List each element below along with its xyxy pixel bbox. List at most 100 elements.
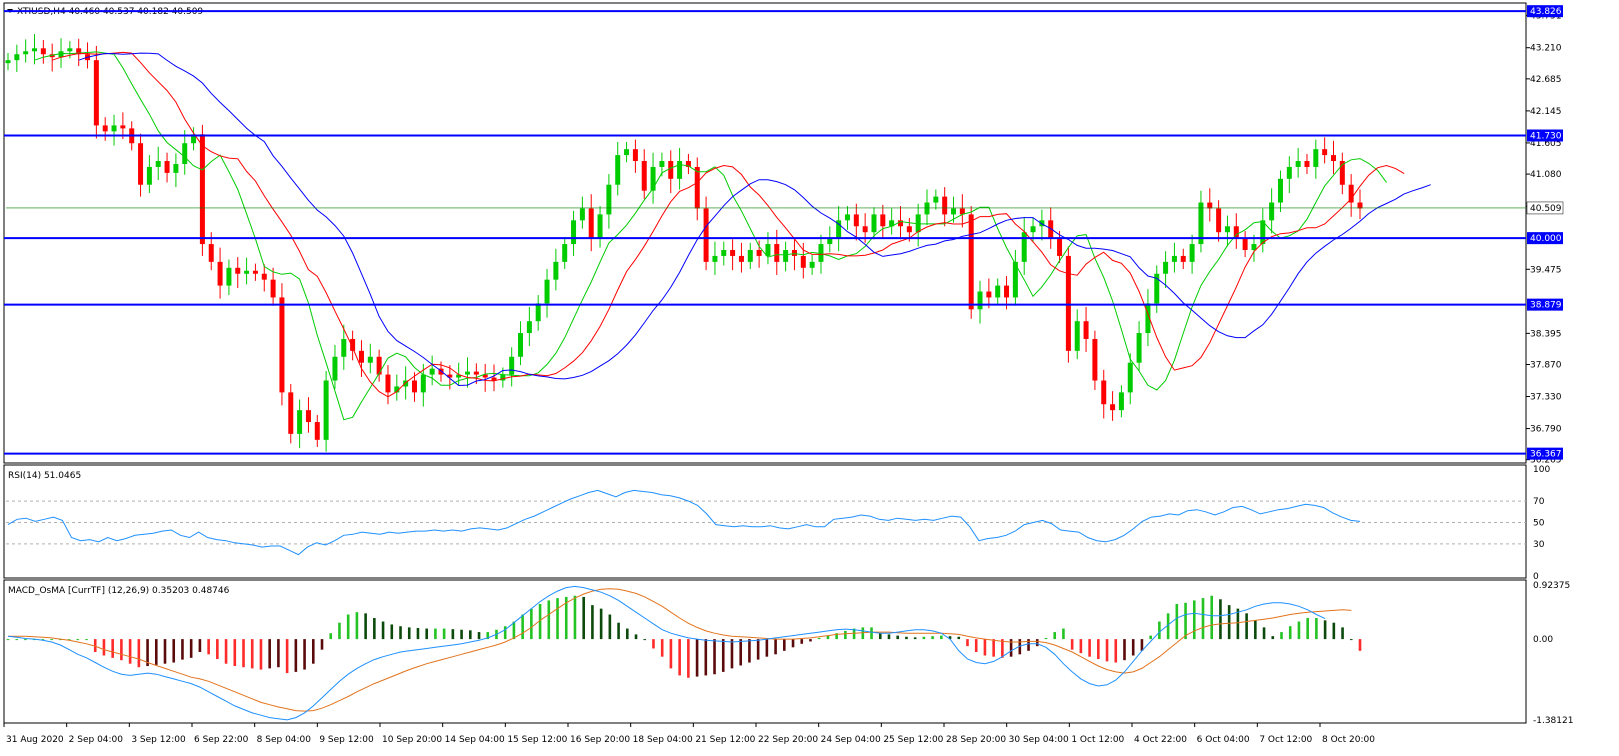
macd-panel-frame <box>3 579 1527 724</box>
macd-histogram-bar <box>329 633 333 640</box>
candle-bullish <box>1198 202 1204 245</box>
candle-bearish <box>1216 208 1222 233</box>
time-tick-label: 25 Sep 12:00 <box>883 735 943 745</box>
macd-histogram-bar <box>93 639 97 652</box>
candle-bullish <box>615 155 621 185</box>
macd-histogram-bar <box>146 639 149 667</box>
macd-histogram-bar <box>1140 639 1144 651</box>
macd-histogram-bar <box>24 639 27 641</box>
macd-histogram-bar <box>1349 639 1353 641</box>
candle-bearish <box>482 374 488 378</box>
candle-bearish <box>102 125 108 132</box>
macd-histogram-bar <box>1123 639 1126 661</box>
level-price-label: 38.879 <box>1530 301 1562 311</box>
macd-histogram-bar <box>992 639 995 657</box>
candle-bearish <box>1233 226 1239 239</box>
macd-histogram-bar <box>1088 639 1091 657</box>
level-price-tag <box>1527 5 1563 18</box>
time-tick-label: 8 Oct 20:00 <box>1322 735 1375 745</box>
macd-histogram-bar <box>425 628 428 640</box>
candle-bullish <box>5 60 11 64</box>
candle-bearish <box>968 214 974 310</box>
candle-bearish <box>1304 161 1310 167</box>
candle-bullish <box>1286 166 1292 179</box>
level-price-label: 36.367 <box>1530 450 1562 460</box>
candle-bullish <box>809 261 815 268</box>
candle-bearish <box>588 208 594 239</box>
macd-histogram-bar <box>1131 639 1135 656</box>
candle-bullish <box>1074 321 1080 351</box>
macd-histogram-bar <box>1297 621 1301 640</box>
macd-histogram-bar <box>957 636 961 640</box>
macd-histogram-bar <box>1236 608 1240 640</box>
macd-histogram-bar <box>311 639 315 664</box>
candle-bearish <box>1092 338 1098 381</box>
candle-bullish <box>1171 255 1177 262</box>
time-tick-label: 8 Sep 04:00 <box>257 735 312 745</box>
macd-histogram-bar <box>573 595 577 640</box>
candle-bearish <box>438 368 444 375</box>
macd-histogram-bar <box>259 639 263 670</box>
candle-bullish <box>827 238 833 245</box>
macd-histogram-bar <box>32 639 36 641</box>
macd-histogram-bar <box>1210 595 1214 640</box>
macd-histogram-bar <box>748 639 751 663</box>
candle-bearish <box>791 250 797 256</box>
candle-bullish <box>32 48 38 52</box>
candle-bullish <box>526 321 532 334</box>
macd-histogram-bar <box>207 639 210 655</box>
price-panel-frame <box>3 2 1527 464</box>
macd-histogram-bar <box>948 636 952 640</box>
time-tick-label: 14 Sep 04:00 <box>445 735 505 745</box>
macd-histogram-bar <box>364 613 367 640</box>
macd-histogram-bar <box>756 639 760 660</box>
macd-histogram-bar <box>1254 620 1257 640</box>
level-price-label: 40.000 <box>1530 234 1562 244</box>
horizontal-levels[interactable]: 43.826 41.730 40.000 38.879 36.367 40.509 <box>4 5 1564 460</box>
macd-histogram-bar <box>67 639 71 641</box>
macd-signal-line <box>8 588 1352 712</box>
candle-bullish <box>465 371 471 375</box>
price-tick-label: 43.210 <box>1530 44 1562 54</box>
macd-histogram-bar <box>15 639 19 641</box>
candle-bearish <box>270 279 276 298</box>
macd-histogram-bar <box>687 639 690 678</box>
candle-bearish <box>120 125 126 129</box>
candle-bullish <box>1127 362 1133 393</box>
candle-bearish <box>261 273 267 280</box>
current-price-label: 40.509 <box>1530 204 1562 214</box>
macd-histogram-bar <box>1097 639 1100 660</box>
candle-bullish <box>747 250 753 262</box>
macd-tick-label: -1.38121 <box>1533 716 1573 726</box>
candle-bearish <box>1057 238 1063 256</box>
macd-histogram-bar <box>870 627 873 640</box>
candle-bullish <box>332 356 338 381</box>
macd-histogram-bar <box>564 596 568 640</box>
macd-histogram-bar <box>181 639 184 660</box>
candle-bullish <box>1021 232 1027 262</box>
macd-histogram-bar <box>268 639 271 669</box>
macd-histogram-bar <box>783 639 786 651</box>
candle-bullish <box>597 214 603 239</box>
macd-histogram-bar <box>940 635 943 640</box>
moving-average-lines <box>34 51 1431 421</box>
macd-histogram-bar <box>233 639 237 667</box>
macd-histogram-bar <box>373 618 376 640</box>
macd-histogram-bar <box>1070 639 1074 650</box>
candle-bearish <box>730 250 736 256</box>
macd-histogram-bar <box>120 639 123 661</box>
candle-bearish <box>738 255 744 262</box>
price-tick-label: 41.605 <box>1530 139 1562 149</box>
time-tick-label: 16 Sep 20:00 <box>570 735 630 745</box>
ma-mid-line <box>52 51 1405 398</box>
macd-histogram-bar <box>1306 618 1309 640</box>
macd-histogram-bar <box>852 628 856 640</box>
macd-histogram-bar <box>1035 639 1039 647</box>
macd-histogram-bar <box>407 627 411 640</box>
rsi-tick-label: 100 <box>1533 465 1550 475</box>
price-tick-label: 39.475 <box>1530 265 1562 275</box>
macd-histogram-bar <box>1044 637 1048 640</box>
